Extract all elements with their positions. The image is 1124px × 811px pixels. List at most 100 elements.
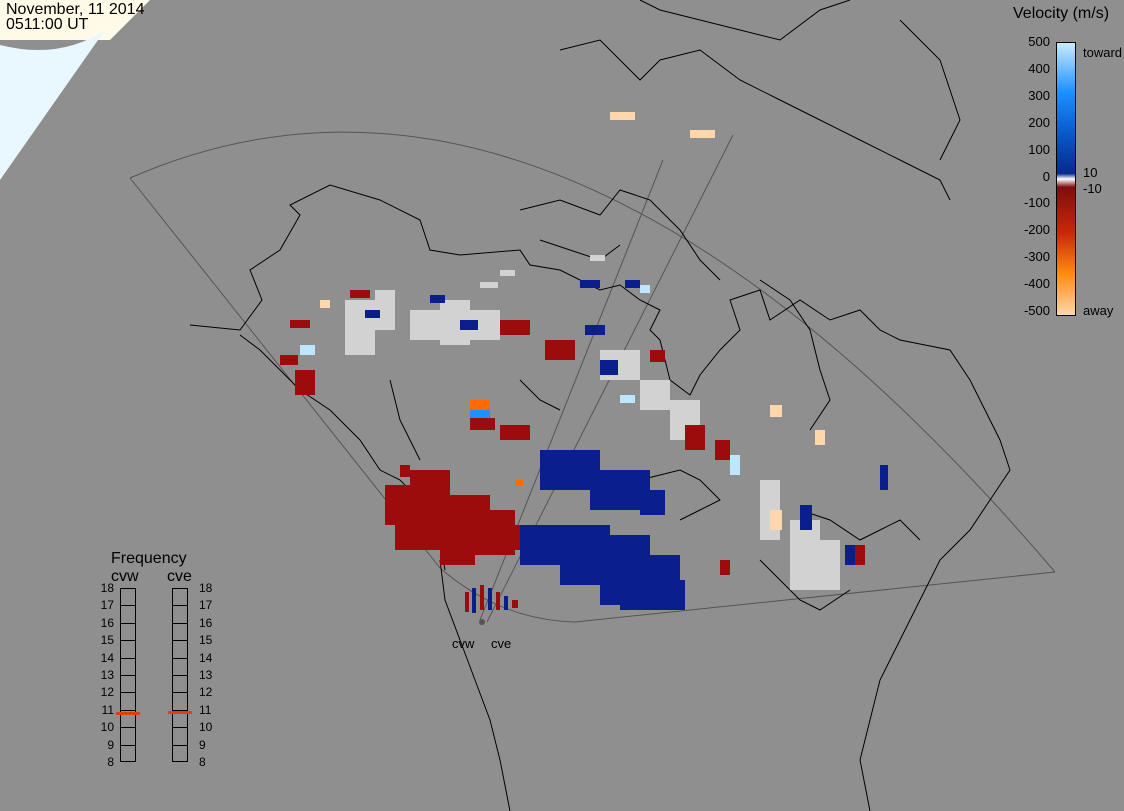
frequency-cvw-label: cvw xyxy=(111,568,139,585)
date-label: November, 11 2014 xyxy=(6,1,145,18)
radar-cell xyxy=(480,282,498,288)
freq-tick-left-5: 13 xyxy=(100,668,114,682)
freq-gridline xyxy=(121,692,135,694)
freq-tick-right-8: 10 xyxy=(199,720,213,735)
radar-cell xyxy=(460,320,478,330)
radar-cell xyxy=(515,480,523,486)
radar-cell xyxy=(400,465,410,477)
ground-scatter xyxy=(640,380,670,410)
velocity-tick-5: 0 xyxy=(1042,168,1050,184)
radar-label-cve: cve xyxy=(491,636,512,651)
frequency-cve-label: cve xyxy=(167,568,192,585)
minus-ten-label: -10 xyxy=(1083,181,1102,196)
radar-site-cvw xyxy=(479,619,485,625)
freq-tick-right-7: 11 xyxy=(199,702,212,717)
freq-tick-right-6: 12 xyxy=(199,685,213,700)
freq-tick-left-10: 8 xyxy=(107,755,114,769)
away-label: away xyxy=(1083,303,1114,318)
freq-tick-left-8: 10 xyxy=(100,720,114,735)
radar-cell xyxy=(685,425,705,450)
freq-gridline xyxy=(121,675,135,676)
ground-scatter xyxy=(345,300,375,355)
radar-cell xyxy=(815,430,825,445)
cve-freq-marker xyxy=(168,710,192,714)
radar-cell xyxy=(470,410,490,418)
freq-tick-right-3: 15 xyxy=(199,633,213,648)
radar-cell xyxy=(880,465,888,490)
cvw-freq-box xyxy=(120,588,136,762)
radar-cell xyxy=(650,350,665,362)
freq-gridline xyxy=(173,744,187,746)
freq-tick-right-4: 14 xyxy=(199,650,213,665)
freq-gridline xyxy=(121,640,135,642)
radar-cell xyxy=(300,345,315,355)
away-echo-region xyxy=(440,545,475,565)
time-label: 0511:00 UT xyxy=(6,16,89,33)
freq-gridline xyxy=(173,692,187,694)
toward-echo-region xyxy=(620,580,685,610)
frequency-legend-title: Frequency xyxy=(111,550,187,567)
freq-tick-right-1: 17 xyxy=(199,598,213,613)
velocity-tick-1: 400 xyxy=(1028,60,1050,76)
freq-tick-left-2: 16 xyxy=(100,615,114,630)
freq-tick-left-4: 14 xyxy=(100,650,114,665)
radar-cell xyxy=(625,280,640,288)
toward-echo-region xyxy=(640,490,665,515)
freq-tick-right-10: 8 xyxy=(199,755,206,769)
radar-cell xyxy=(500,270,515,276)
freq-gridline xyxy=(121,727,135,729)
freq-gridline xyxy=(173,709,187,711)
radar-cell xyxy=(610,112,635,120)
radar-cell xyxy=(545,340,575,360)
ground-scatter xyxy=(375,290,395,330)
freq-gridline xyxy=(173,622,187,624)
radar-data xyxy=(280,112,888,613)
velocity-tick-8: -300 xyxy=(1023,249,1050,265)
ground-scatter xyxy=(790,520,820,590)
radar-cell xyxy=(470,418,495,430)
freq-tick-left-1: 17 xyxy=(100,598,114,613)
radar-cell xyxy=(640,285,650,293)
radar-cell xyxy=(720,560,730,575)
radar-cell xyxy=(500,425,530,440)
cvw-freq-marker xyxy=(116,712,140,716)
radar-cell xyxy=(470,400,490,410)
velocity-tick-10: -500 xyxy=(1023,303,1050,318)
radar-cell xyxy=(290,320,310,328)
freq-tick-right-9: 9 xyxy=(199,737,206,752)
near-range-cell xyxy=(512,600,518,608)
freq-gridline xyxy=(121,657,135,659)
velocity-tick-7: -200 xyxy=(1023,222,1050,238)
radar-cell xyxy=(770,510,782,530)
radar-cell xyxy=(600,360,618,375)
radar-cell xyxy=(500,320,530,335)
freq-gridline xyxy=(121,744,135,746)
freq-tick-right-2: 16 xyxy=(199,615,213,630)
daylight-region-blue xyxy=(0,30,105,180)
radar-cell xyxy=(430,295,445,303)
radar-cell xyxy=(800,505,812,530)
freq-tick-left-7: 11 xyxy=(101,702,114,717)
freq-gridline xyxy=(173,605,187,607)
freq-gridline xyxy=(173,640,187,642)
radar-cell xyxy=(690,130,715,138)
velocity-tick-9: -400 xyxy=(1023,276,1050,292)
daylight-region xyxy=(0,0,150,40)
ground-scatter xyxy=(820,540,840,590)
freq-gridline xyxy=(121,709,135,711)
radar-cell xyxy=(295,370,315,395)
radar-cell xyxy=(715,440,730,460)
velocity-colorbar xyxy=(1056,42,1076,316)
freq-tick-right-5: 13 xyxy=(199,668,213,682)
radar-cell xyxy=(350,290,370,298)
near-range-cell xyxy=(496,592,500,610)
radar-cell xyxy=(585,325,605,335)
velocity-tick-0: 500 xyxy=(1028,34,1050,49)
radar-cell xyxy=(580,280,600,288)
freq-gridline xyxy=(173,675,187,676)
radar-cell xyxy=(365,310,380,318)
freq-tick-right-0: 18 xyxy=(199,581,213,595)
velocity-tick-2: 300 xyxy=(1028,87,1050,103)
freq-gridline xyxy=(173,727,187,729)
